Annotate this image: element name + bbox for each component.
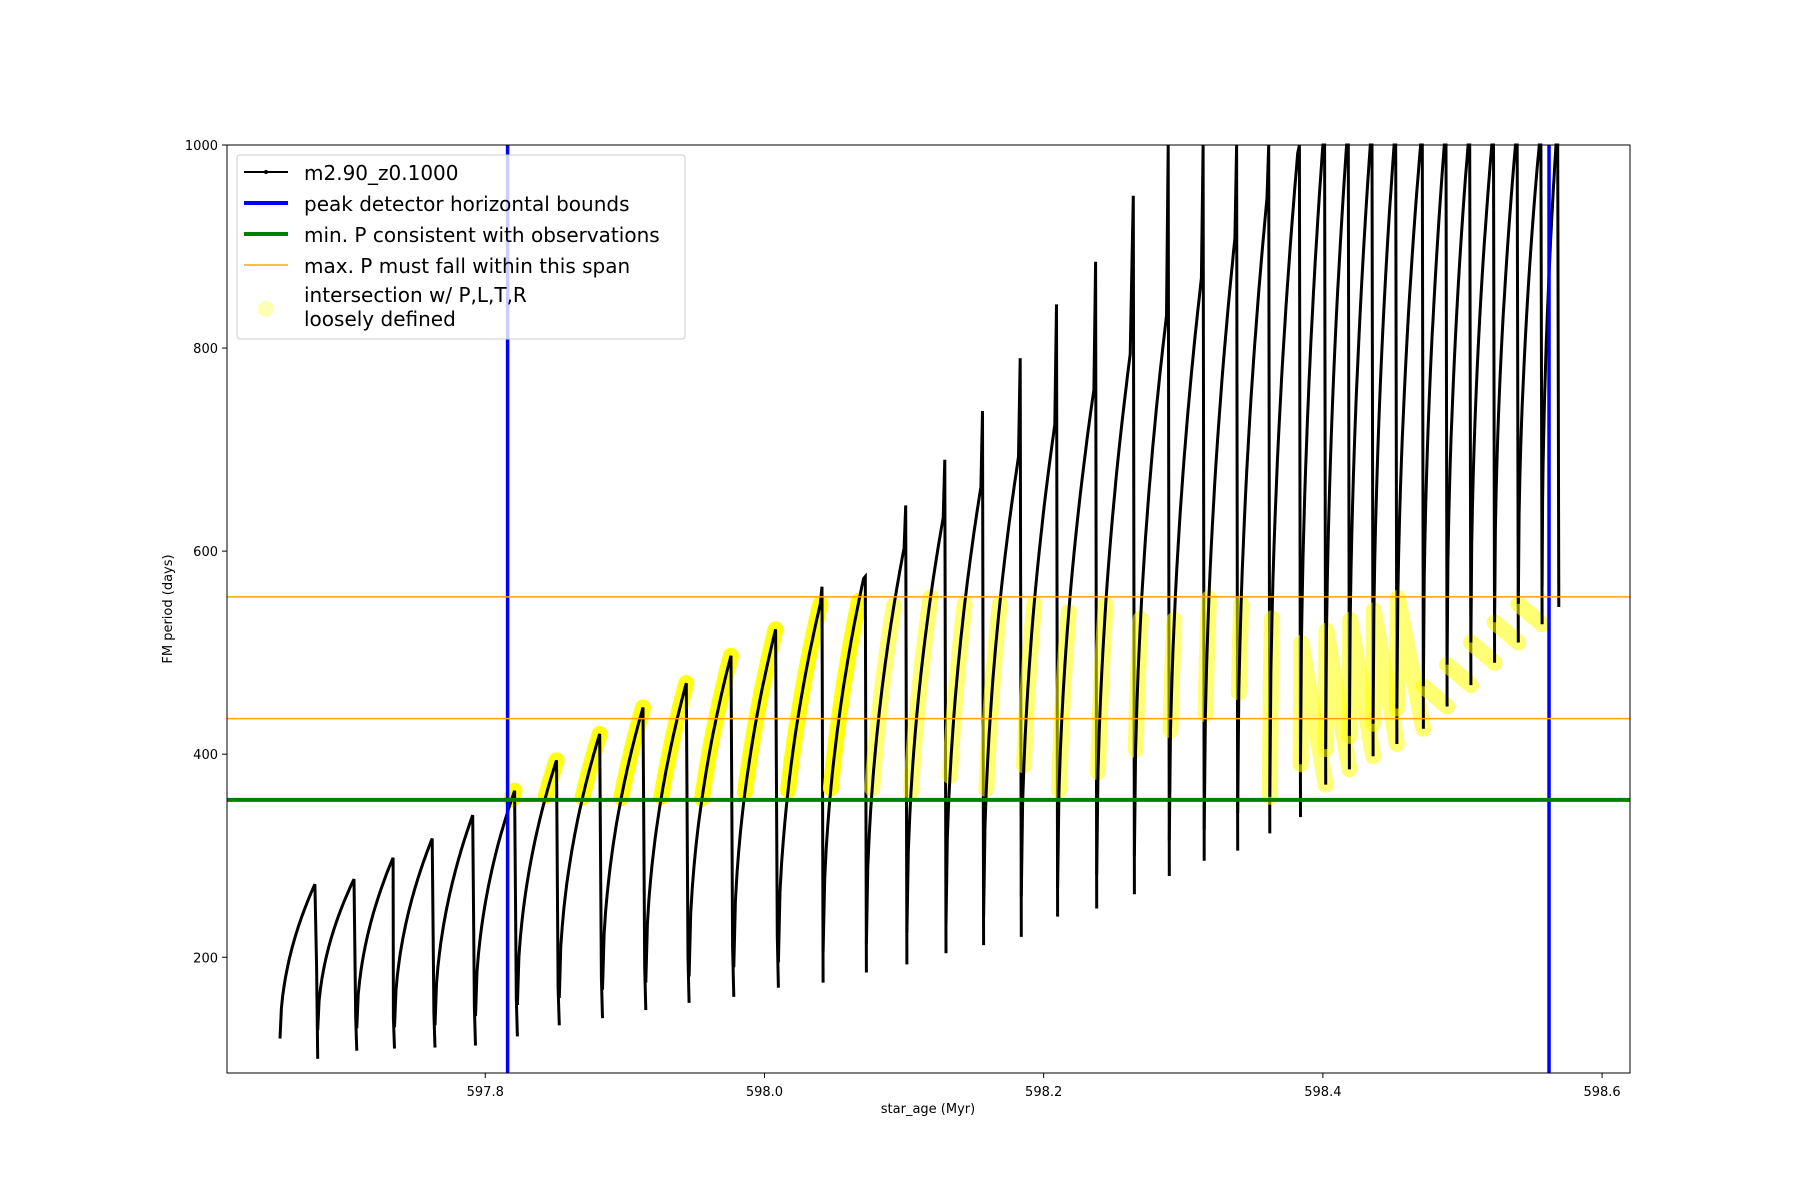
model-cycle	[776, 586, 825, 983]
model-cycle	[393, 837, 437, 1048]
model-cycle	[644, 682, 691, 1003]
model-cycle	[474, 790, 519, 1037]
legend-swatch-intersection	[258, 301, 274, 317]
model-cycle	[1324, 143, 1351, 770]
y-axis: 200 400 600 800 1000	[185, 139, 227, 966]
y-tick-label: 400	[193, 748, 218, 763]
model-cycle	[1347, 143, 1375, 757]
model-cycle	[601, 707, 648, 1011]
model-cycle	[316, 878, 359, 1051]
intersection-highlight	[1462, 634, 1503, 671]
model-cycle	[433, 814, 477, 1046]
model-cycle	[1095, 195, 1136, 895]
x-axis: 597.8 598.0 598.2 598.4 598.6	[467, 1073, 1621, 1100]
intersection-highlight	[1439, 656, 1479, 694]
model-cycle	[1469, 143, 1497, 663]
model-cycle	[1371, 143, 1399, 745]
legend-label-max-period: max. P must fall within this span	[304, 254, 630, 278]
model-cycle	[515, 759, 561, 1026]
y-axis-label: FM period (days)	[161, 554, 176, 663]
model-cycle	[1132, 144, 1171, 877]
legend-label-intersection-line2: loosely defined	[304, 307, 456, 331]
model-cycle	[905, 459, 948, 954]
model-cycle	[1167, 144, 1206, 861]
y-tick-label: 800	[193, 342, 218, 357]
intersection-highlight	[1486, 614, 1527, 651]
model-cycle	[557, 733, 604, 1019]
model-cycle	[278, 883, 320, 1059]
model-cycle	[1299, 143, 1328, 785]
x-tick-label: 597.8	[467, 1085, 504, 1100]
model-cycle	[1493, 143, 1520, 643]
plot-frame	[226, 144, 1631, 1074]
series-layer	[278, 143, 1561, 1059]
y-tick-label: 600	[193, 545, 218, 560]
x-axis-label: star_age (Myr)	[881, 1102, 975, 1117]
x-tick-label: 598.2	[1025, 1085, 1062, 1100]
y-tick-label: 200	[193, 951, 218, 966]
legend-label-bounds: peak detector horizontal bounds	[304, 192, 630, 216]
model-cycle	[687, 655, 736, 997]
model-cycle	[1445, 143, 1473, 686]
legend: m2.90_z0.1000 peak detector horizontal b…	[236, 154, 686, 340]
model-cycle	[864, 505, 909, 965]
x-tick-label: 598.0	[746, 1085, 783, 1100]
model-cycle	[1395, 143, 1425, 729]
model-cycle	[982, 358, 1023, 937]
x-tick-label: 598.4	[1304, 1085, 1341, 1100]
y-tick-label: 1000	[185, 139, 218, 154]
legend-label-model: m2.90_z0.1000	[304, 161, 459, 185]
legend-label-min-period: min. P consistent with observations	[304, 223, 660, 247]
model-cycle	[1268, 144, 1302, 818]
model-cycle	[1516, 143, 1544, 625]
model-cycle	[1056, 261, 1099, 909]
model-cycle	[355, 857, 396, 1049]
legend-box	[236, 154, 686, 340]
model-cycle	[944, 410, 986, 946]
model-cycle	[1202, 144, 1240, 851]
model-cycle	[1421, 143, 1449, 707]
intersection-highlight	[1388, 590, 1432, 737]
model-cycle	[1236, 144, 1272, 834]
intersection-highlight	[1510, 595, 1551, 633]
legend-label-intersection: intersection w/ P,L,T,R	[304, 283, 527, 307]
x-tick-label: 598.6	[1583, 1085, 1620, 1100]
model-cycle	[1019, 304, 1060, 917]
intersection-highlight	[1415, 678, 1456, 715]
model-cycle	[821, 572, 868, 973]
legend-marker-model	[264, 170, 268, 174]
